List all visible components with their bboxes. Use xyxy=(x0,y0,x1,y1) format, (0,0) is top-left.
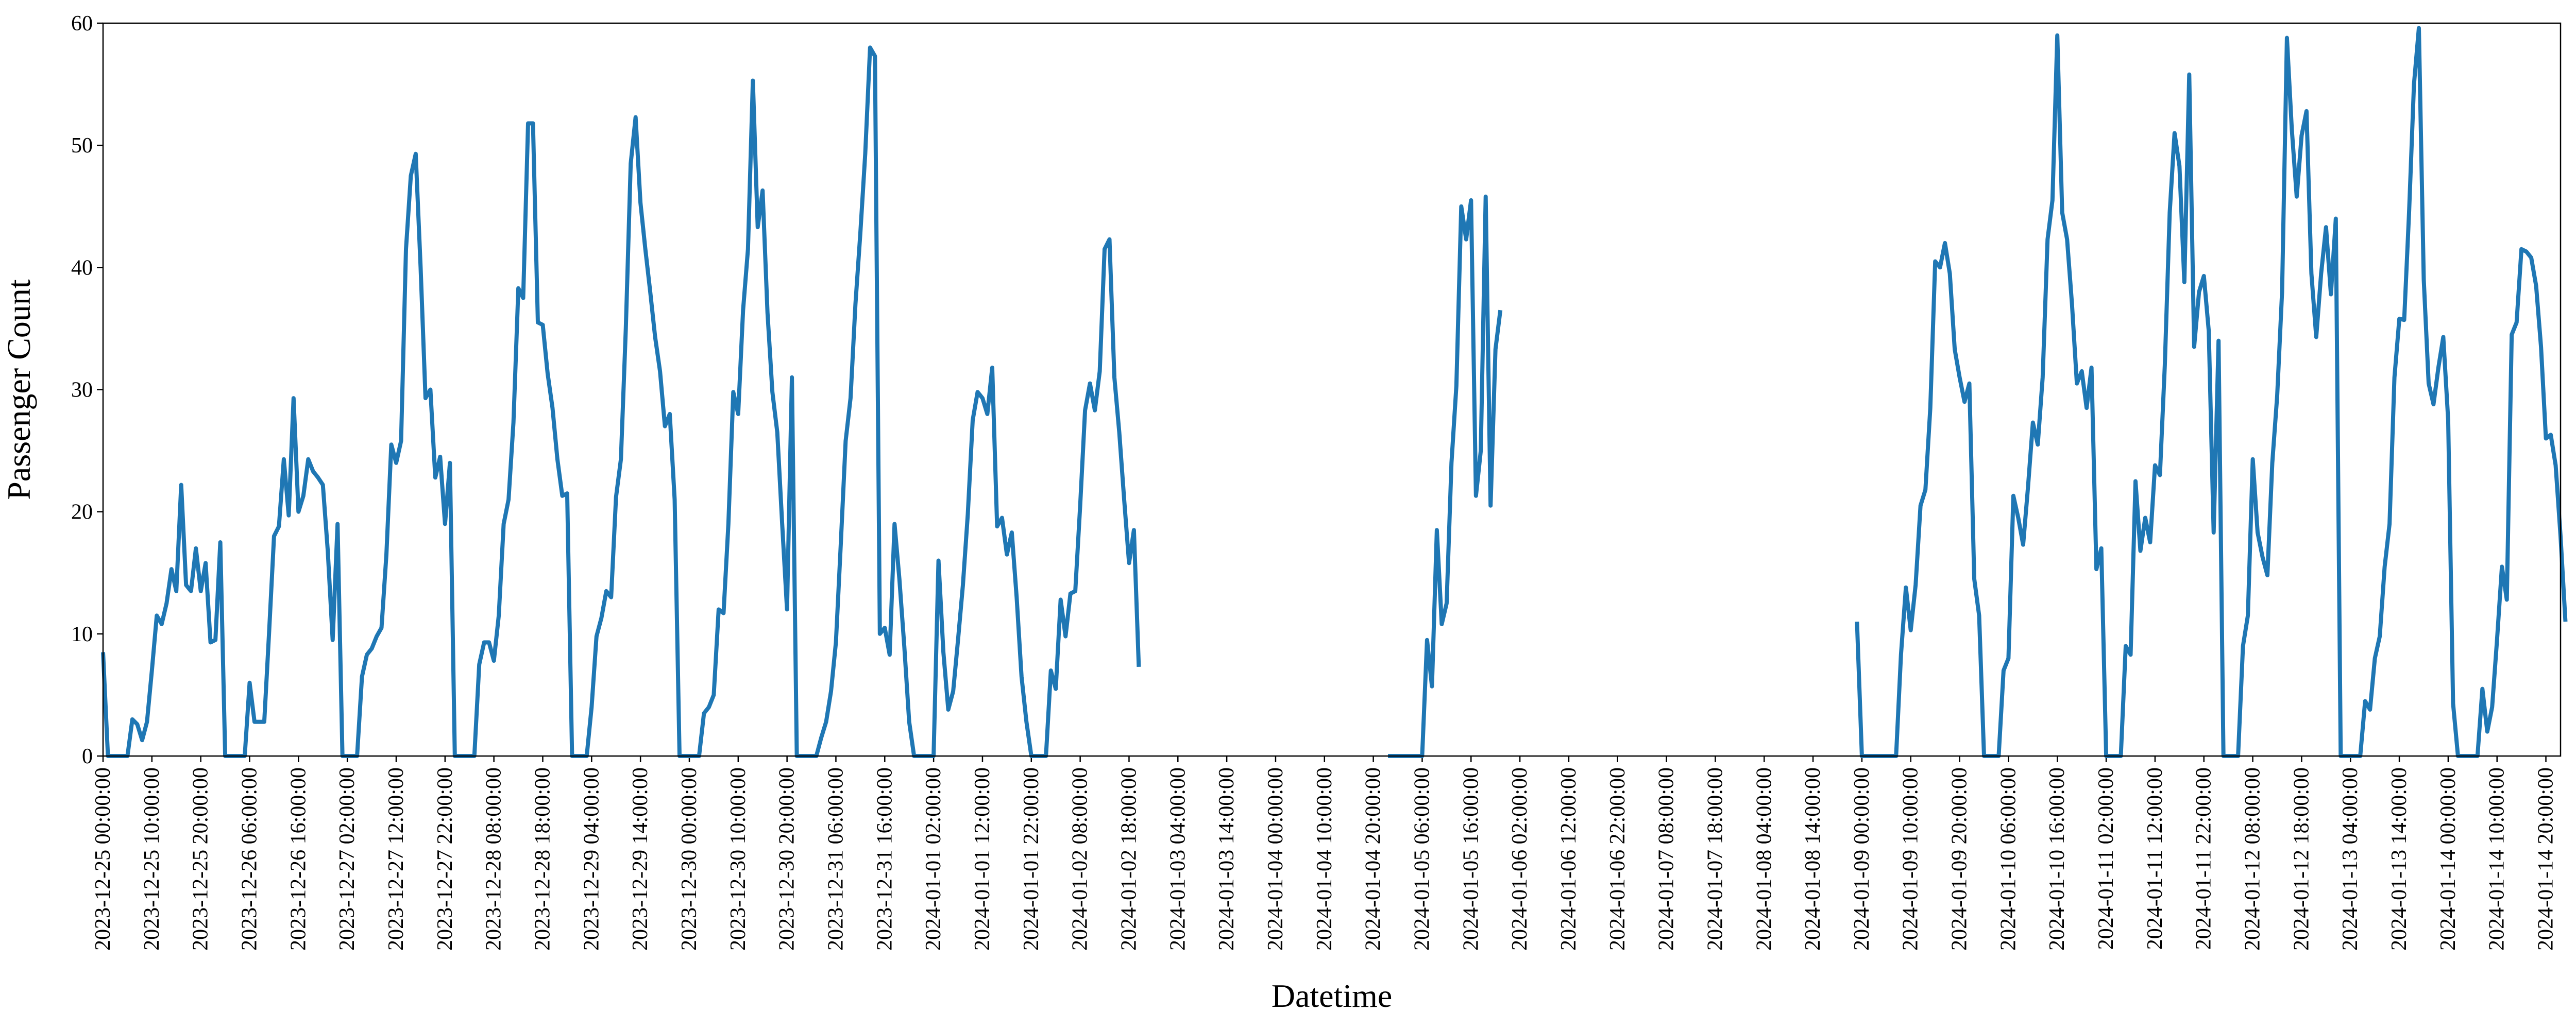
x-tick-label: 2024-01-02 18:00:00 xyxy=(1117,767,1141,951)
x-tick-label: 2023-12-27 02:00:00 xyxy=(335,767,359,951)
x-tick-label: 2024-01-07 08:00:00 xyxy=(1655,767,1679,951)
x-tick-label: 2024-01-12 18:00:00 xyxy=(2290,767,2313,951)
x-tick-label: 2023-12-29 14:00:00 xyxy=(629,767,652,951)
x-tick-label: 2023-12-31 06:00:00 xyxy=(824,767,848,951)
x-tick-label: 2024-01-14 10:00:00 xyxy=(2485,767,2509,951)
x-tick-label: 2023-12-25 10:00:00 xyxy=(140,767,164,951)
x-tick-label: 2023-12-30 10:00:00 xyxy=(726,767,750,951)
x-tick-label: 2024-01-09 20:00:00 xyxy=(1948,767,1972,951)
x-tick-label: 2024-01-04 10:00:00 xyxy=(1313,767,1336,951)
x-tick-label: 2023-12-28 08:00:00 xyxy=(482,767,506,951)
y-axis-label: Passenger Count xyxy=(1,279,37,500)
x-tick-label: 2024-01-13 04:00:00 xyxy=(2338,767,2362,951)
y-tick-label: 0 xyxy=(82,745,93,768)
x-tick-label: 2024-01-12 08:00:00 xyxy=(2241,767,2265,951)
x-tick-label: 2023-12-30 00:00:00 xyxy=(677,767,701,951)
x-tick-label: 2023-12-27 12:00:00 xyxy=(384,767,408,951)
x-axis-label: Datetime xyxy=(1272,977,1393,1014)
y-tick-label: 60 xyxy=(71,12,93,36)
x-tick-label: 2024-01-14 20:00:00 xyxy=(2534,767,2558,951)
x-tick-label: 2024-01-08 04:00:00 xyxy=(1752,767,1776,951)
x-axis-ticks: 2023-12-25 00:00:00 2023-12-25 10:00:00 20… xyxy=(91,756,2558,951)
x-tick-label: 2024-01-06 02:00:00 xyxy=(1508,767,1532,951)
y-tick-label: 10 xyxy=(71,623,93,646)
x-tick-label: 2024-01-03 04:00:00 xyxy=(1166,767,1190,951)
x-tick-label: 2023-12-28 18:00:00 xyxy=(531,767,554,951)
x-tick-label: 2023-12-26 16:00:00 xyxy=(286,767,310,951)
y-tick-label: 40 xyxy=(71,256,93,280)
x-tick-label: 2024-01-06 12:00:00 xyxy=(1557,767,1581,951)
y-tick-label: 50 xyxy=(71,134,93,158)
x-tick-label: 2023-12-26 06:00:00 xyxy=(238,767,261,951)
x-tick-label: 2024-01-05 16:00:00 xyxy=(1459,767,1483,951)
x-tick-label: 2024-01-11 12:00:00 xyxy=(2143,767,2167,950)
x-tick-label: 2023-12-27 22:00:00 xyxy=(433,767,457,951)
x-tick-label: 2024-01-11 02:00:00 xyxy=(2094,767,2118,950)
x-tick-label: 2024-01-01 12:00:00 xyxy=(971,767,994,951)
x-tick-label: 2024-01-05 06:00:00 xyxy=(1410,767,1434,951)
x-tick-label: 2024-01-01 22:00:00 xyxy=(1020,767,1043,951)
x-tick-label: 2024-01-08 14:00:00 xyxy=(1801,767,1825,951)
x-tick-label: 2024-01-13 14:00:00 xyxy=(2387,767,2411,951)
x-tick-label: 2024-01-11 22:00:00 xyxy=(2192,767,2216,950)
x-tick-label: 2024-01-06 22:00:00 xyxy=(1606,767,1630,951)
series-line xyxy=(101,45,1141,758)
y-tick-label: 30 xyxy=(71,379,93,402)
series-layer xyxy=(101,26,2568,758)
x-tick-label: 2023-12-31 16:00:00 xyxy=(873,767,896,951)
x-tick-label: 2024-01-14 00:00:00 xyxy=(2436,767,2460,951)
x-tick-label: 2023-12-30 20:00:00 xyxy=(775,767,799,951)
x-tick-label: 2024-01-10 16:00:00 xyxy=(2045,767,2069,951)
plot-frame xyxy=(102,22,2562,757)
x-tick-label: 2024-01-07 18:00:00 xyxy=(1703,767,1727,951)
x-tick-label: 2024-01-10 06:00:00 xyxy=(1996,767,2020,951)
series-line xyxy=(1855,26,2568,758)
x-tick-label: 2023-12-25 20:00:00 xyxy=(189,767,213,951)
x-tick-label: 2024-01-09 00:00:00 xyxy=(1850,767,1874,951)
x-tick-label: 2024-01-04 20:00:00 xyxy=(1362,767,1385,951)
series-line xyxy=(1388,194,1503,758)
x-tick-label: 2023-12-25 00:00:00 xyxy=(91,767,115,951)
y-tick-label: 20 xyxy=(71,501,93,524)
x-tick-label: 2024-01-09 10:00:00 xyxy=(1899,767,1923,951)
x-tick-label: 2023-12-29 04:00:00 xyxy=(580,767,603,951)
x-tick-label: 2024-01-04 00:00:00 xyxy=(1264,767,1287,951)
x-tick-label: 2024-01-01 02:00:00 xyxy=(922,767,945,951)
x-tick-label: 2024-01-02 08:00:00 xyxy=(1069,767,1092,951)
x-tick-label: 2024-01-03 14:00:00 xyxy=(1215,767,1239,951)
y-axis-ticks: 0 10 20 30 40 50 60 xyxy=(71,12,103,768)
